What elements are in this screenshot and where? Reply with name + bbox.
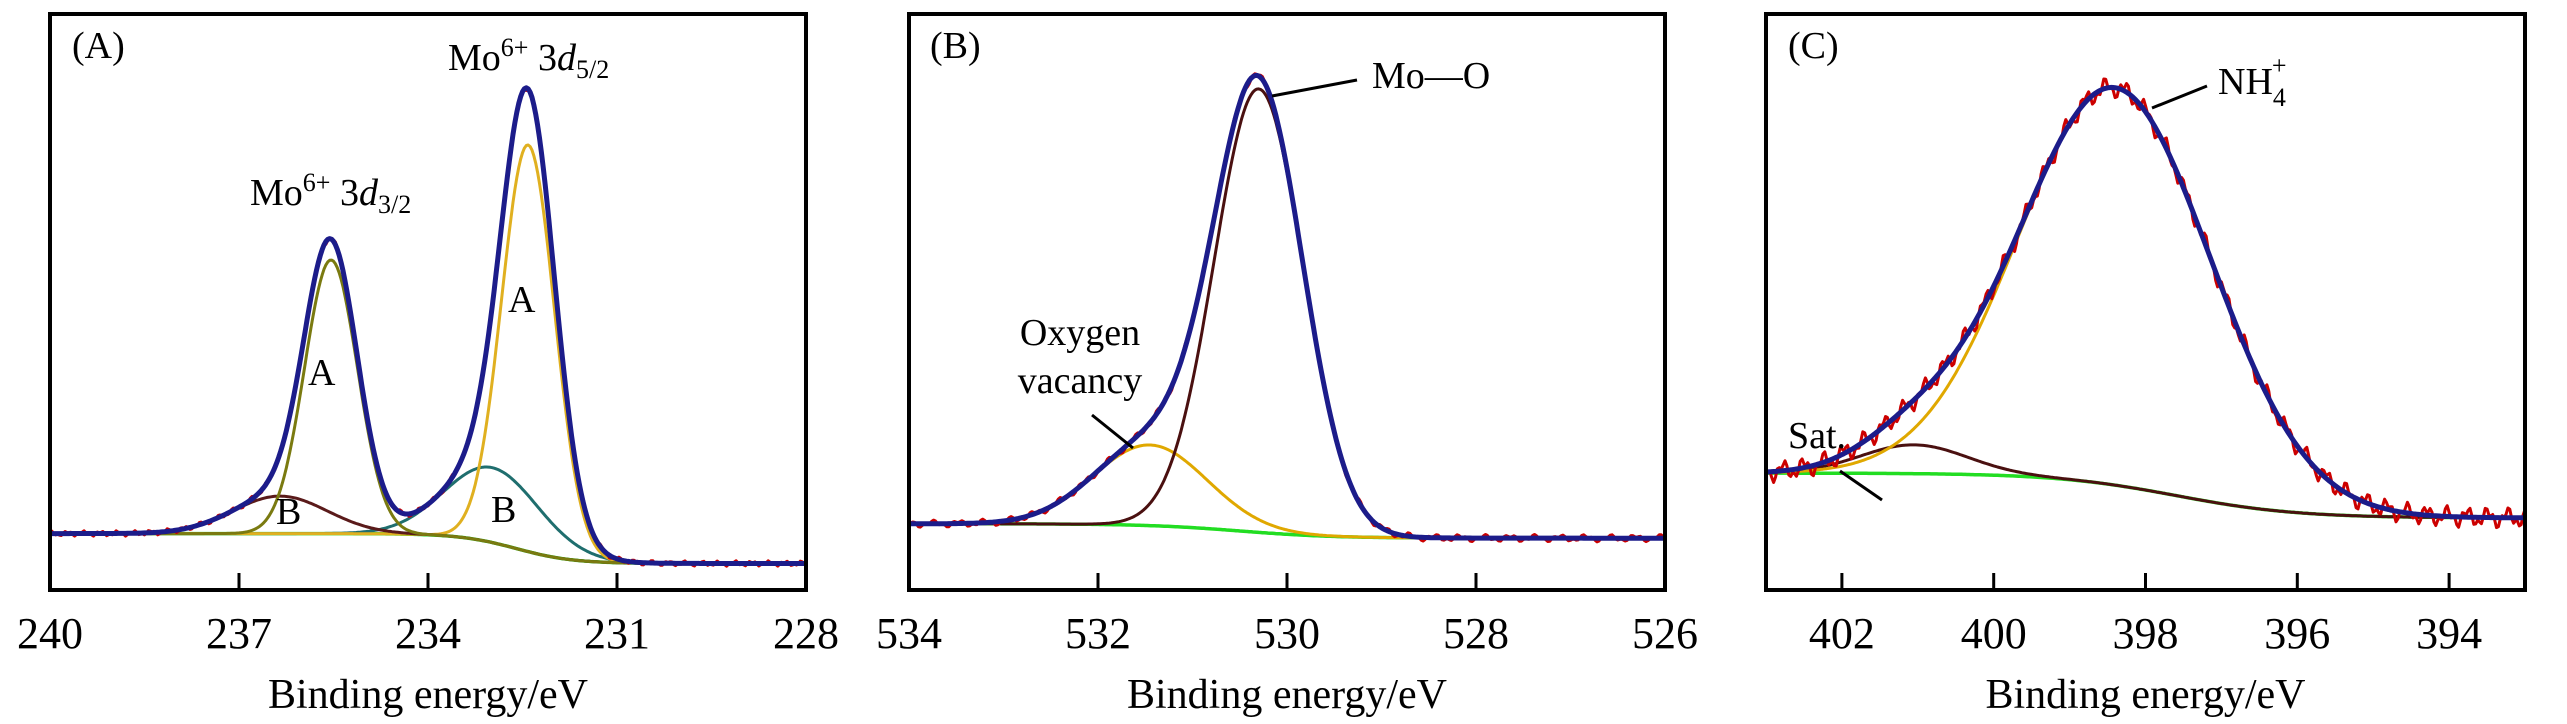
annotation-nh4: NH4 + <box>2218 51 2287 112</box>
panel-label: (C) <box>1788 25 1839 67</box>
fit-envelope-curve <box>1765 84 2526 521</box>
panel-label: (A) <box>72 25 125 67</box>
background-curve <box>50 531 806 566</box>
annotation-b-right: B <box>491 489 516 531</box>
component-curve-3 <box>50 465 806 565</box>
ann-part: 5/2 <box>576 55 609 84</box>
leader-line-mo-o <box>1271 78 1358 98</box>
x-tick-label: 526 <box>1632 609 1698 658</box>
component-curve-0 <box>1765 86 2525 520</box>
ann-part: d <box>359 172 379 214</box>
ann-part: 3 <box>330 172 359 214</box>
plot-frame <box>907 12 1667 592</box>
annotation-mo-3d32: Mo6+ 3d3/2 <box>250 168 411 219</box>
panel-b: (B) Mo—O Oxygen vacancy 534 532 530 528 526 B… <box>876 12 1698 718</box>
ann-part: 3/2 <box>378 190 411 219</box>
x-tick-label: 528 <box>1443 609 1509 658</box>
annotation-a-left: A <box>308 352 336 394</box>
ann-part: d <box>557 37 577 79</box>
ann-part: 6+ <box>303 168 331 197</box>
x-tick-label: 530 <box>1254 609 1320 658</box>
annotation-mo-3d52: Mo6+ 3d5/2 <box>448 33 609 84</box>
annotation-a-right: A <box>508 279 536 321</box>
x-axis-label: Binding energy/eV <box>1985 672 2305 718</box>
fit-envelope-curve <box>908 72 1666 541</box>
x-axis-label: Binding energy/eV <box>1127 672 1447 718</box>
raw-data-curve <box>49 88 807 568</box>
x-tick-label: 402 <box>1809 609 1875 658</box>
x-tick-label: 231 <box>584 609 650 658</box>
raw-data-curve <box>1765 77 2527 530</box>
component-curve-1 <box>1766 443 2525 520</box>
component-curve-0 <box>50 258 806 565</box>
ann-part: 3 <box>528 37 557 79</box>
annotation-vacancy-line2: vacancy <box>1018 360 1142 402</box>
x-tick-label: 240 <box>17 609 83 658</box>
component-curve-2 <box>50 143 806 565</box>
x-axis-label: Binding energy/eV <box>268 672 588 718</box>
fit-envelope-curve <box>49 85 807 566</box>
annotation-b-left: B <box>276 491 301 533</box>
leader-line-nh4 <box>2151 84 2208 110</box>
x-tick-label: 234 <box>395 609 461 658</box>
panel-a: (A) Mo6+ 3d3/2 Mo6+ 3d5/2 A A B B 240 237… <box>17 12 839 718</box>
raw-data-curve <box>908 72 1667 544</box>
x-tick-label: 534 <box>876 609 942 658</box>
x-tick-label: 228 <box>773 609 839 658</box>
ann-part: 6+ <box>501 33 529 62</box>
annotation-mo-o: Mo—O <box>1372 55 1490 97</box>
x-tick-label: 532 <box>1065 609 1131 658</box>
x-tick-label: 398 <box>2113 609 2179 658</box>
leader-line-vacancy <box>1091 413 1134 450</box>
x-tick-label: 394 <box>2416 609 2482 658</box>
plot-frame <box>1764 12 2527 592</box>
x-tick-label: 400 <box>1961 609 2027 658</box>
ann-part: + <box>2272 51 2287 80</box>
x-tick-label: 237 <box>206 609 272 658</box>
x-tick-label: 396 <box>2264 609 2330 658</box>
annotation-vacancy-line1: Oxygen <box>1020 312 1140 354</box>
panel-c: (C) NH4 + Sat. 402 400 398 396 394 Binding ene… <box>1764 12 2527 718</box>
ann-part: 4 <box>2273 83 2286 112</box>
panel-label: (B) <box>930 25 981 67</box>
annotation-sat: Sat. <box>1788 415 1846 457</box>
ann-part: Mo <box>448 37 501 79</box>
ann-part: Mo <box>250 172 303 214</box>
leader-line-sat <box>1839 469 1883 502</box>
ann-part: NH <box>2218 61 2273 103</box>
